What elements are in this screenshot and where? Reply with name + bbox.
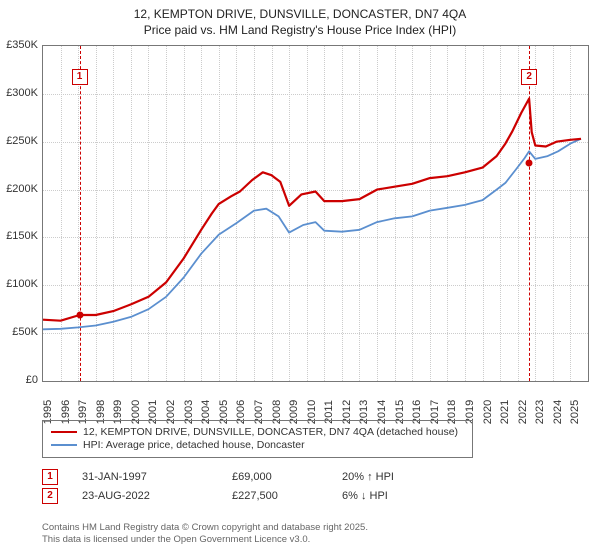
transaction-price: £227,500 bbox=[232, 490, 342, 502]
y-tick-label: £150K bbox=[0, 230, 38, 242]
chart-title: 12, KEMPTON DRIVE, DUNSVILLE, DONCASTER,… bbox=[0, 0, 600, 38]
legend-label: HPI: Average price, detached house, Donc… bbox=[83, 439, 305, 451]
transaction-delta: 6% ↓ HPI bbox=[342, 490, 452, 502]
transaction-row: 1 31-JAN-1997£69,00020% ↑ HPI bbox=[42, 469, 452, 485]
y-tick-label: £100K bbox=[0, 278, 38, 290]
y-tick-label: £350K bbox=[0, 39, 38, 51]
line-series-svg bbox=[43, 46, 588, 381]
x-tick-label: 2021 bbox=[499, 400, 511, 424]
y-tick-label: £300K bbox=[0, 87, 38, 99]
transaction-date: 31-JAN-1997 bbox=[82, 471, 232, 483]
transaction-dot bbox=[526, 160, 533, 167]
footer-line-2: This data is licensed under the Open Gov… bbox=[42, 534, 368, 546]
series-subject bbox=[43, 99, 581, 321]
legend-item: HPI: Average price, detached house, Donc… bbox=[51, 439, 464, 451]
legend-swatch bbox=[51, 431, 77, 433]
x-tick-label: 2024 bbox=[552, 400, 564, 424]
title-line-2: Price paid vs. HM Land Registry's House … bbox=[0, 22, 600, 38]
transaction-delta: 20% ↑ HPI bbox=[342, 471, 452, 483]
legend-label: 12, KEMPTON DRIVE, DUNSVILLE, DONCASTER,… bbox=[83, 426, 458, 438]
footer-attribution: Contains HM Land Registry data © Crown c… bbox=[42, 522, 368, 546]
transaction-date: 23-AUG-2022 bbox=[82, 490, 232, 502]
plot-area: 12 bbox=[42, 45, 589, 382]
chart-container: 12, KEMPTON DRIVE, DUNSVILLE, DONCASTER,… bbox=[0, 0, 600, 560]
transaction-marker: 1 bbox=[72, 69, 88, 85]
x-tick-label: 2023 bbox=[534, 400, 546, 424]
x-tick-label: 2025 bbox=[569, 400, 581, 424]
transactions-table: 1 31-JAN-1997£69,00020% ↑ HPI 2 23-AUG-2022… bbox=[42, 466, 452, 507]
transaction-row-marker: 2 bbox=[42, 488, 58, 504]
x-tick-label: 2020 bbox=[482, 400, 494, 424]
transaction-row-marker: 1 bbox=[42, 469, 58, 485]
y-tick-label: £200K bbox=[0, 183, 38, 195]
transaction-marker: 2 bbox=[521, 69, 537, 85]
footer-line-1: Contains HM Land Registry data © Crown c… bbox=[42, 522, 368, 534]
transaction-price: £69,000 bbox=[232, 471, 342, 483]
y-tick-label: £50K bbox=[0, 326, 38, 338]
title-line-1: 12, KEMPTON DRIVE, DUNSVILLE, DONCASTER,… bbox=[0, 6, 600, 22]
transaction-dot bbox=[76, 311, 83, 318]
y-tick-label: £250K bbox=[0, 135, 38, 147]
legend-swatch bbox=[51, 444, 77, 446]
transaction-row: 2 23-AUG-2022£227,5006% ↓ HPI bbox=[42, 488, 452, 504]
x-tick-label: 2022 bbox=[517, 400, 529, 424]
y-tick-label: £0 bbox=[0, 374, 38, 386]
legend: 12, KEMPTON DRIVE, DUNSVILLE, DONCASTER,… bbox=[42, 420, 473, 458]
series-hpi bbox=[43, 139, 581, 329]
legend-item: 12, KEMPTON DRIVE, DUNSVILLE, DONCASTER,… bbox=[51, 426, 464, 438]
